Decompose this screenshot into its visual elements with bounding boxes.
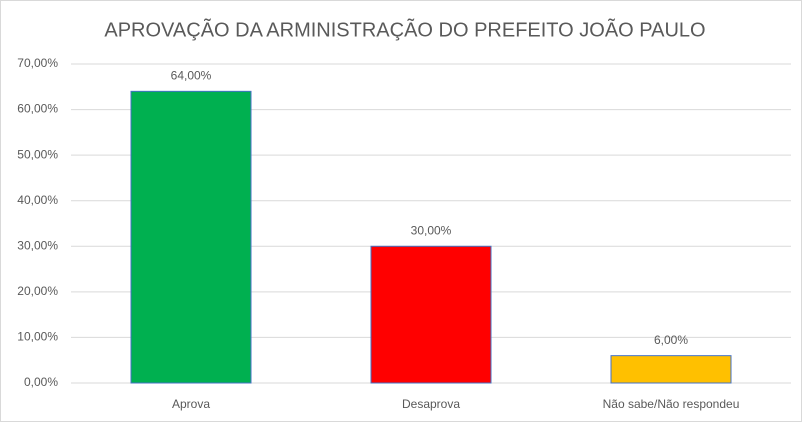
y-tick-label: 0,00% [24,375,58,389]
y-tick-label: 10,00% [17,330,58,344]
y-tick-label: 70,00% [17,56,58,70]
bar [370,245,492,384]
x-tick-label: Desaprova [402,397,460,411]
y-tick-label: 20,00% [17,284,58,298]
value-label: 64,00% [171,69,212,83]
bar [130,90,252,384]
x-tick-label: Não sabe/Não respondeu [603,397,740,411]
y-tick-label: 50,00% [17,147,58,161]
x-tick-label: Aprova [172,397,210,411]
y-tick-label: 30,00% [17,238,58,252]
chart-title: APROVAÇÃO DA ARMINISTRAÇÃO DO PREFEITO J… [104,17,705,41]
y-tick-label: 60,00% [17,102,58,116]
value-label: 6,00% [654,333,688,347]
y-tick-label: 40,00% [17,193,58,207]
value-label: 30,00% [411,223,452,237]
bar [610,355,732,384]
